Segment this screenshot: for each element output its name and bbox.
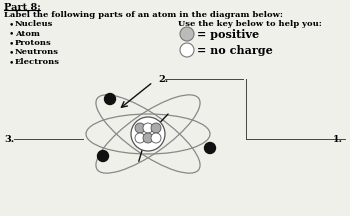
Text: •: •	[9, 58, 14, 67]
Text: Nucleus: Nucleus	[15, 20, 53, 28]
Text: •: •	[9, 20, 14, 29]
Circle shape	[98, 151, 108, 162]
Text: = positive: = positive	[197, 29, 259, 40]
Text: = no charge: = no charge	[197, 44, 273, 56]
Text: 1.: 1.	[333, 135, 343, 143]
Text: Part 8:: Part 8:	[4, 3, 41, 12]
Text: Protons: Protons	[15, 39, 52, 47]
Circle shape	[180, 27, 194, 41]
Text: Use the key below to help you:: Use the key below to help you:	[178, 20, 322, 28]
Text: •: •	[9, 49, 14, 57]
Circle shape	[204, 143, 216, 154]
Circle shape	[143, 133, 153, 143]
Circle shape	[180, 43, 194, 57]
Text: Label the following parts of an atom in the diagram below:: Label the following parts of an atom in …	[4, 11, 283, 19]
Text: Atom: Atom	[15, 30, 40, 38]
Text: Neutrons: Neutrons	[15, 49, 59, 57]
Circle shape	[105, 94, 116, 105]
Text: 2.: 2.	[158, 75, 168, 84]
Circle shape	[151, 123, 161, 133]
Text: •: •	[9, 30, 14, 38]
Circle shape	[135, 123, 145, 133]
Text: 3.: 3.	[4, 135, 14, 143]
Circle shape	[135, 133, 145, 143]
Text: Electrons: Electrons	[15, 58, 60, 66]
Circle shape	[131, 117, 165, 151]
Text: •: •	[9, 39, 14, 48]
Circle shape	[151, 133, 161, 143]
Circle shape	[143, 123, 153, 133]
